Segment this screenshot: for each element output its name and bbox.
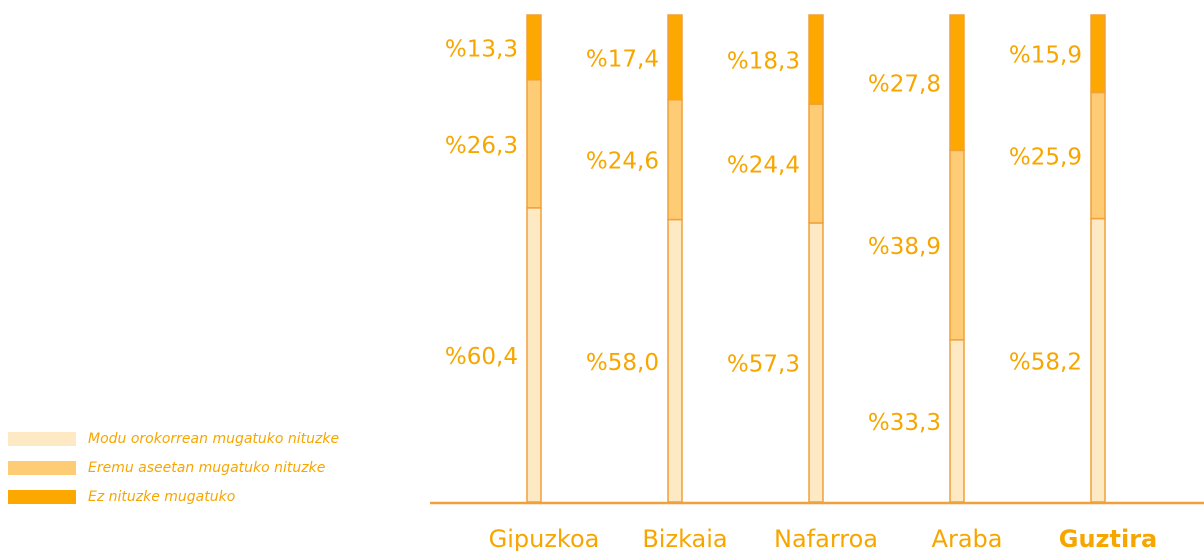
legend-swatch-eremu-aseetan xyxy=(8,461,76,475)
data-label-araba-modu-orokorrean-mugatuko-nituzke: %33,3 xyxy=(868,410,941,436)
bar-bizkaia-modu-orokorrean-mugatuko-nituzke xyxy=(667,218,683,503)
legend-label-modu-orokorrean: Modu orokorrean mugatuko nituzke xyxy=(88,431,340,447)
legend-item-modu-orokorrean: Modu orokorrean mugatuko nituzke xyxy=(8,426,339,452)
bar-bizkaia-eremu-aseetan-mugatuko-nituzke xyxy=(667,98,683,221)
x-tick-label-guztira: Guztira xyxy=(1059,525,1157,551)
legend-label-ez-nituzke: Ez nituzke mugatuko xyxy=(88,489,236,505)
data-label-bizkaia-ez-nituzke-mugatuko: %17,4 xyxy=(586,46,659,72)
bar-nafarroa-modu-orokorrean-mugatuko-nituzke xyxy=(808,222,824,503)
data-label-gipuzkoa-modu-orokorrean-mugatuko-nituzke: %60,4 xyxy=(445,344,518,370)
bar-araba-eremu-aseetan-mugatuko-nituzke xyxy=(949,149,965,341)
bar-araba-ez-nituzke-mugatuko xyxy=(949,14,965,152)
data-label-guztira-eremu-aseetan-mugatuko-nituzke: %25,9 xyxy=(1009,144,1082,170)
legend-swatch-modu-orokorrean xyxy=(8,432,76,446)
legend: Modu orokorrean mugatuko nituzke Eremu a… xyxy=(8,426,339,513)
x-tick-label-bizkaia: Bizkaia xyxy=(642,525,727,551)
bar-gipuzkoa-eremu-aseetan-mugatuko-nituzke xyxy=(526,79,542,209)
x-tick-label-gipuzkoa: Gipuzkoa xyxy=(489,525,600,551)
data-label-guztira-modu-orokorrean-mugatuko-nituzke: %58,2 xyxy=(1009,349,1082,375)
data-label-bizkaia-modu-orokorrean-mugatuko-nituzke: %58,0 xyxy=(586,350,659,376)
bar-gipuzkoa-ez-nituzke-mugatuko xyxy=(526,14,542,81)
legend-label-eremu-aseetan: Eremu aseetan mugatuko nituzke xyxy=(88,460,326,476)
legend-swatch-ez-nituzke xyxy=(8,490,76,504)
data-label-nafarroa-modu-orokorrean-mugatuko-nituzke: %57,3 xyxy=(727,351,800,377)
data-label-gipuzkoa-eremu-aseetan-mugatuko-nituzke: %26,3 xyxy=(445,133,518,159)
bar-bizkaia-ez-nituzke-mugatuko xyxy=(667,14,683,101)
legend-item-eremu-aseetan: Eremu aseetan mugatuko nituzke xyxy=(8,455,339,481)
data-label-gipuzkoa-ez-nituzke-mugatuko: %13,3 xyxy=(445,36,518,62)
data-label-araba-eremu-aseetan-mugatuko-nituzke: %38,9 xyxy=(868,234,941,260)
bar-nafarroa-eremu-aseetan-mugatuko-nituzke xyxy=(808,103,824,224)
data-label-araba-ez-nituzke-mugatuko: %27,8 xyxy=(868,72,941,98)
bar-guztira-eremu-aseetan-mugatuko-nituzke xyxy=(1090,91,1106,220)
bar-gipuzkoa-modu-orokorrean-mugatuko-nituzke xyxy=(526,207,542,503)
legend-item-ez-nituzke: Ez nituzke mugatuko xyxy=(8,484,339,510)
data-label-guztira-ez-nituzke-mugatuko: %15,9 xyxy=(1009,43,1082,69)
data-label-nafarroa-eremu-aseetan-mugatuko-nituzke: %24,4 xyxy=(727,153,800,179)
bar-guztira-modu-orokorrean-mugatuko-nituzke xyxy=(1090,217,1106,503)
data-label-nafarroa-ez-nituzke-mugatuko: %18,3 xyxy=(727,49,800,75)
bar-nafarroa-ez-nituzke-mugatuko xyxy=(808,14,824,105)
x-tick-label-araba: Araba xyxy=(932,525,1003,551)
bar-araba-modu-orokorrean-mugatuko-nituzke xyxy=(949,339,965,503)
bar-guztira-ez-nituzke-mugatuko xyxy=(1090,14,1106,94)
data-label-bizkaia-eremu-aseetan-mugatuko-nituzke: %24,6 xyxy=(586,149,659,175)
x-tick-label-nafarroa: Nafarroa xyxy=(774,525,878,551)
